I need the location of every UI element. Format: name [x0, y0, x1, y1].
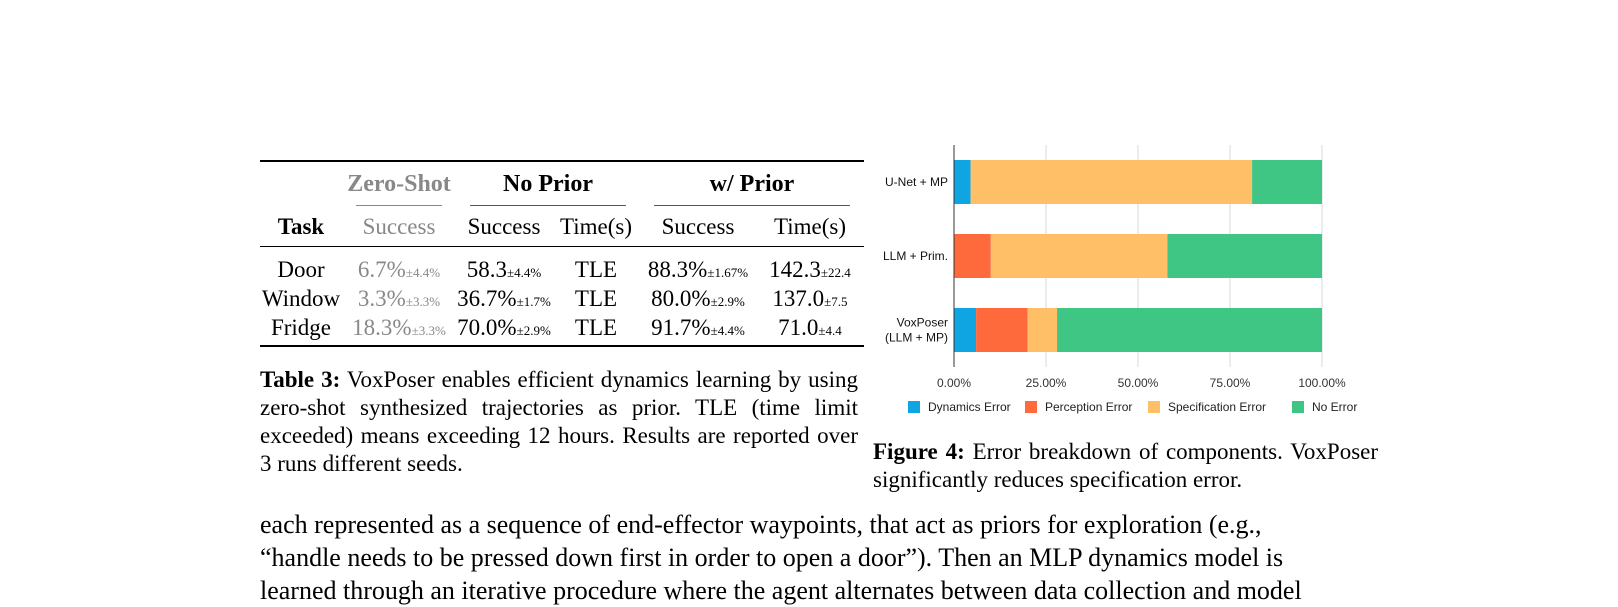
table-group-header-no-prior: No Prior — [456, 161, 640, 206]
wp-time-cell: 71.0±4.4 — [778, 315, 842, 340]
np-time-cell: TLE — [574, 315, 618, 340]
zs-success-cell: 18.3%±3.3% — [352, 315, 446, 340]
np-success-cell: 36.7%±1.7% — [457, 286, 551, 311]
bar-segment — [954, 234, 991, 278]
results-table: Zero-Shot No Prior w/ Prior Task Success… — [260, 160, 864, 347]
bar-segment — [990, 234, 1168, 278]
zs-success-cell: 6.7%±4.4% — [357, 257, 441, 282]
table-group-header-row: Zero-Shot No Prior w/ Prior — [260, 161, 864, 206]
bar-segment — [1027, 308, 1058, 352]
legend-swatch — [908, 401, 920, 413]
table-sub-header-row: Task Success Success Time(s) Success Tim… — [260, 206, 864, 247]
wp-success-cell: 91.7%±4.4% — [651, 315, 745, 340]
zs-success-cell: 3.3%±3.3% — [357, 286, 441, 311]
legend-label: No Error — [1312, 400, 1357, 414]
task-cell: Fridge — [270, 315, 332, 340]
x-tick-label: 50.00% — [1118, 376, 1159, 390]
wp-time-cell: 137.0±7.5 — [772, 286, 848, 311]
wp-time-cell: 142.3±22.4 — [769, 257, 851, 282]
error-breakdown-chart-svg: 0.00% 25.00% 50.00% 75.00% 100.00% U-Net + MP… — [883, 145, 1357, 414]
table-header-wp-time: Time(s) — [774, 213, 846, 239]
figure-caption: Figure 4: Error breakdown of components.… — [873, 438, 1378, 494]
np-success-cell: 58.3±4.4% — [466, 257, 542, 282]
table-header-zs-success: Success — [362, 213, 436, 239]
table-caption: Table 3: VoxPoser enables efficient dyna… — [260, 366, 858, 478]
table-header-np-success: Success — [467, 213, 541, 239]
wp-success-cell: 80.0%±2.9% — [651, 286, 745, 311]
x-tick-label: 25.00% — [1026, 376, 1067, 390]
table-row: Fridge 18.3%±3.3% 70.0%±2.9% TLE 91.7%±4… — [260, 313, 864, 346]
figure-caption-text: Error breakdown of components. VoxPoser … — [873, 439, 1379, 492]
table-header-task: Task — [277, 213, 325, 239]
table-group-header-zero-shot: Zero-Shot — [342, 161, 456, 206]
table-group-header-w-prior: w/ Prior — [640, 161, 864, 206]
bar-segment — [976, 308, 1028, 352]
body-line: each represented as a sequence of end-ef… — [260, 510, 1262, 539]
body-line: learned through an iterative procedure w… — [260, 576, 1302, 605]
bar-segment — [1057, 308, 1322, 352]
y-category-label: U-Net + MP — [885, 175, 948, 189]
legend-label: Specification Error — [1168, 400, 1266, 414]
figure-caption-label: Figure 4: — [873, 439, 965, 464]
table-header-wp-success: Success — [661, 213, 735, 239]
task-cell: Window — [261, 286, 341, 311]
table-row: Door 6.7%±4.4% 58.3±4.4% TLE 88.3%±1.67%… — [260, 247, 864, 285]
bar-segment — [970, 160, 1253, 204]
bar-segment — [954, 160, 971, 204]
bar-segment — [1167, 234, 1322, 278]
error-breakdown-chart: 0.00% 25.00% 50.00% 75.00% 100.00% U-Net + MP… — [870, 145, 1390, 430]
legend-swatch — [1025, 401, 1037, 413]
legend-label: Dynamics Error — [928, 400, 1011, 414]
x-tick-label: 0.00% — [937, 376, 971, 390]
table-group-header-empty — [260, 161, 342, 206]
bar-segment — [1252, 160, 1322, 204]
table-row: Window 3.3%±3.3% 36.7%±1.7% TLE 80.0%±2.… — [260, 284, 864, 313]
x-tick-label: 100.00% — [1298, 376, 1346, 390]
table-caption-text: VoxPoser enables efficient dynamics lear… — [260, 367, 859, 476]
x-tick-label: 75.00% — [1210, 376, 1251, 390]
results-table-container: Zero-Shot No Prior w/ Prior Task Success… — [260, 160, 864, 347]
y-category-label: VoxPoser — [897, 316, 948, 330]
y-category-label: LLM + Prim. — [883, 249, 948, 263]
body-line: “handle needs to be pressed down first i… — [260, 543, 1284, 572]
np-success-cell: 70.0%±2.9% — [457, 315, 551, 340]
table-header-np-time: Time(s) — [560, 213, 632, 239]
body-paragraph: each represented as a sequence of end-ef… — [260, 508, 1370, 607]
y-category-label: (LLM + MP) — [885, 331, 948, 345]
wp-success-cell: 88.3%±1.67% — [647, 257, 749, 282]
legend-swatch — [1292, 401, 1304, 413]
legend-label: Perception Error — [1045, 400, 1132, 414]
np-time-cell: TLE — [574, 286, 618, 311]
bar-segment — [954, 308, 977, 352]
legend-swatch — [1148, 401, 1160, 413]
task-cell: Door — [277, 257, 325, 282]
table-caption-label: Table 3: — [260, 367, 341, 392]
np-time-cell: TLE — [574, 257, 618, 282]
